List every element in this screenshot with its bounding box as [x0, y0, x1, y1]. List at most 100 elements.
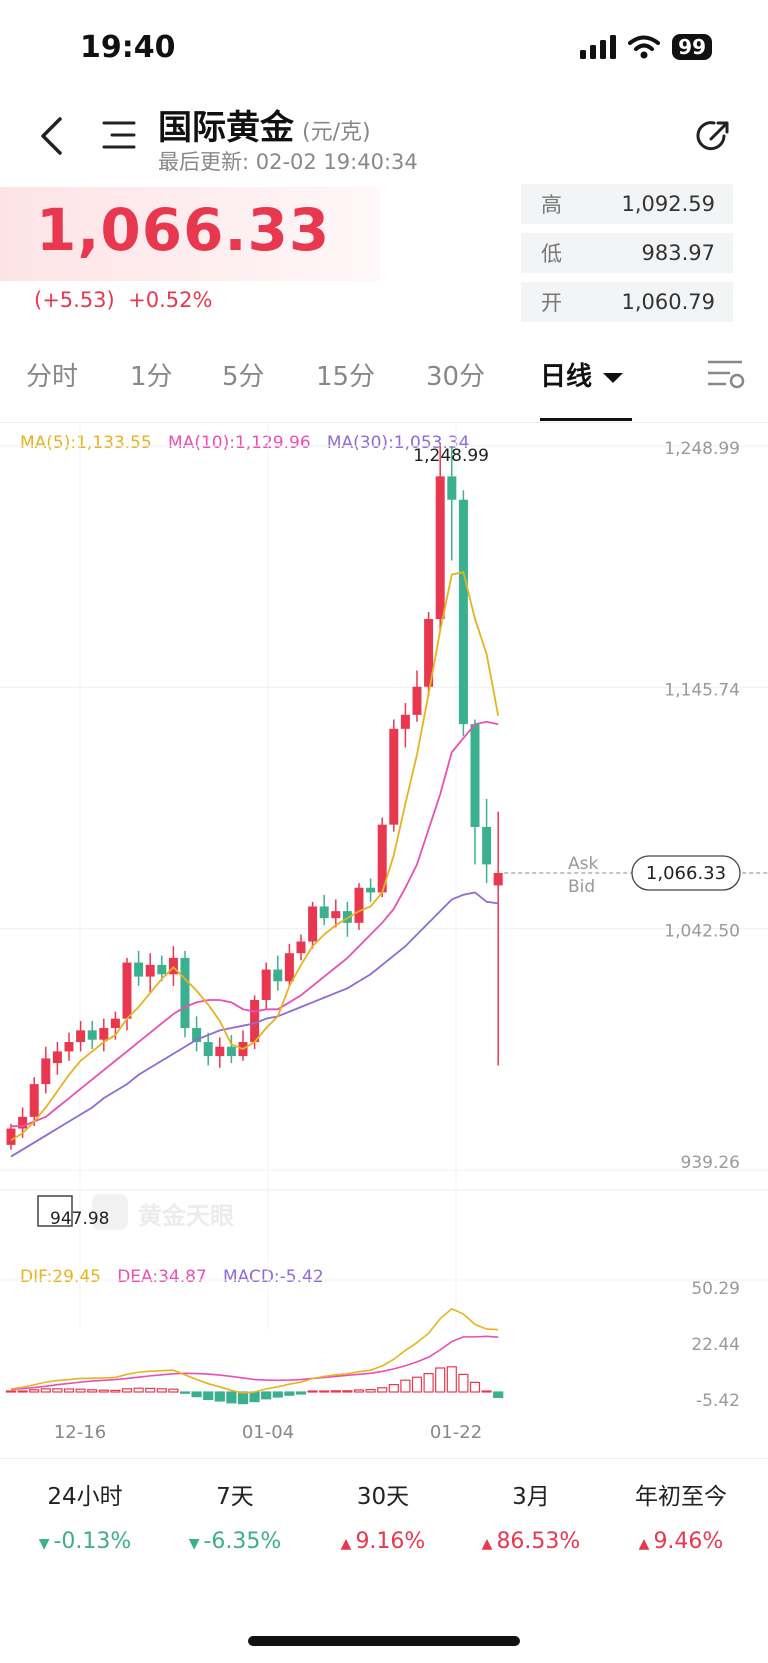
macd-bar	[423, 1372, 434, 1393]
tab-daily-label: 日线	[540, 362, 593, 392]
period-change-value: -6.35%	[203, 1529, 282, 1554]
price-chart[interactable]: 黄金天眼 1,248.991,145.741,042.50939.261,248…	[0, 424, 768, 1458]
macd-bar	[388, 1383, 399, 1393]
macd-bar	[5, 1390, 17, 1393]
period-performance: 24小时 ▼ -0.13% 7天 ▼ -6.35% 30天 ▲ 9.16% 3月 ▲ 86.53% 年初…	[0, 1458, 768, 1579]
cellular-signal-icon	[580, 35, 617, 59]
macd-bar	[226, 1391, 237, 1404]
stat-open: 开 1,060.79	[521, 282, 733, 322]
macd-bar	[179, 1391, 191, 1394]
tab-1min[interactable]: 1分	[130, 362, 173, 392]
macd-bar	[214, 1391, 225, 1402]
candle-body	[342, 911, 352, 923]
tab-30min[interactable]: 30分	[426, 362, 486, 392]
share-icon[interactable]	[694, 116, 734, 156]
dif-value: DIF:29.45	[20, 1267, 101, 1287]
candle-body	[52, 1051, 62, 1064]
home-indicator[interactable]	[248, 1636, 520, 1646]
y-tick-label: 939.26	[681, 1153, 740, 1173]
y-tick-label: 1,248.99	[664, 439, 740, 459]
period-label: 3月	[512, 1484, 550, 1510]
tab-daily[interactable]: 日线	[540, 356, 625, 393]
period-change-value: 9.16%	[355, 1529, 426, 1554]
candle-body	[458, 499, 468, 725]
triangle-up-icon: ▲	[638, 1536, 650, 1552]
macd-bar	[52, 1388, 63, 1393]
stat-value: 1,060.79	[621, 290, 715, 314]
macd-bar	[17, 1390, 28, 1393]
period-change: ▼ -0.13%	[10, 1529, 160, 1554]
candle-body	[145, 964, 155, 977]
candle-body	[296, 941, 306, 954]
period-change: ▼ -6.35%	[160, 1529, 310, 1554]
period-change: ▲ 86.53%	[456, 1529, 606, 1554]
macd-bar	[493, 1391, 504, 1399]
candle-body	[41, 1058, 51, 1085]
triangle-down-icon: ▼	[38, 1536, 50, 1552]
macd-bar	[133, 1387, 144, 1393]
dea-line	[10, 1335, 499, 1391]
ma30-value: MA(30):1,053.34	[326, 433, 470, 453]
candle-body	[273, 969, 283, 982]
candle-body	[354, 887, 364, 923]
candle-body	[6, 1128, 16, 1145]
macd-bar	[295, 1391, 307, 1395]
macd-bar	[481, 1390, 492, 1393]
candle-body	[493, 872, 503, 886]
macd-bar	[377, 1387, 388, 1393]
macd-bar	[29, 1389, 40, 1393]
macd-bar	[249, 1391, 260, 1403]
price-change: (+5.53) +0.52%	[34, 288, 212, 312]
caret-down-icon	[603, 373, 624, 383]
tab-5min[interactable]: 5分	[222, 362, 265, 392]
candle-body	[377, 824, 387, 893]
chart-settings-icon[interactable]	[706, 356, 746, 392]
candle-body	[99, 1028, 109, 1040]
macd-bar	[284, 1391, 295, 1396]
period-change-value: -0.13%	[53, 1529, 132, 1554]
triangle-down-icon: ▼	[188, 1536, 200, 1552]
ma10-line	[11, 720, 499, 1128]
watermark-text: 黄金天眼	[138, 1202, 234, 1230]
candle-body	[87, 1030, 97, 1040]
tab-timeshare[interactable]: 分时	[26, 362, 79, 392]
low-label: 947.98	[50, 1209, 109, 1229]
period-item: 7天 ▼ -6.35%	[160, 1477, 310, 1554]
title-text: 国际黄金	[158, 108, 294, 148]
triangle-up-icon: ▲	[481, 1536, 493, 1552]
stat-value: 1,092.59	[621, 192, 715, 216]
divider	[0, 422, 768, 423]
macd-bar	[168, 1388, 179, 1393]
candle-body	[412, 686, 422, 715]
macd-bar	[319, 1390, 330, 1393]
candle-body	[110, 1018, 120, 1029]
ma5-line	[10, 571, 500, 1141]
macd-bar	[411, 1376, 423, 1393]
low-marker-box	[37, 1195, 73, 1227]
macd-bar	[435, 1367, 446, 1393]
candle-body	[319, 906, 329, 919]
current-price-tag-label: 1,066.33	[646, 863, 726, 884]
wifi-icon	[628, 35, 661, 59]
candle-body	[400, 714, 410, 729]
candle-body	[122, 962, 132, 1019]
macd-legend: DIF:29.45 DEA:34.87 MACD:-5.42	[20, 1267, 324, 1287]
watermark-logo	[92, 1194, 128, 1230]
macd-bar	[365, 1388, 376, 1393]
ma30-line	[10, 891, 499, 1158]
macd-y-tick-label: -5.42	[696, 1391, 740, 1411]
macd-bar	[469, 1381, 481, 1393]
stat-label: 低	[541, 242, 562, 266]
period-label: 年初至今	[635, 1484, 727, 1510]
macd-bar	[458, 1373, 469, 1393]
tab-15min[interactable]: 15分	[316, 362, 376, 392]
menu-icon[interactable]	[100, 120, 136, 150]
macd-bar	[145, 1387, 156, 1393]
candle-body	[435, 476, 445, 619]
back-icon[interactable]	[38, 116, 64, 156]
ma5-value: MA(5):1,133.55	[20, 433, 152, 453]
ma-legend: MA(5):1,133.55 MA(10):1,129.96 MA(30):1,…	[20, 433, 470, 453]
candle-body	[447, 476, 457, 500]
ma-lines	[10, 571, 500, 1158]
macd-bar	[191, 1391, 202, 1398]
